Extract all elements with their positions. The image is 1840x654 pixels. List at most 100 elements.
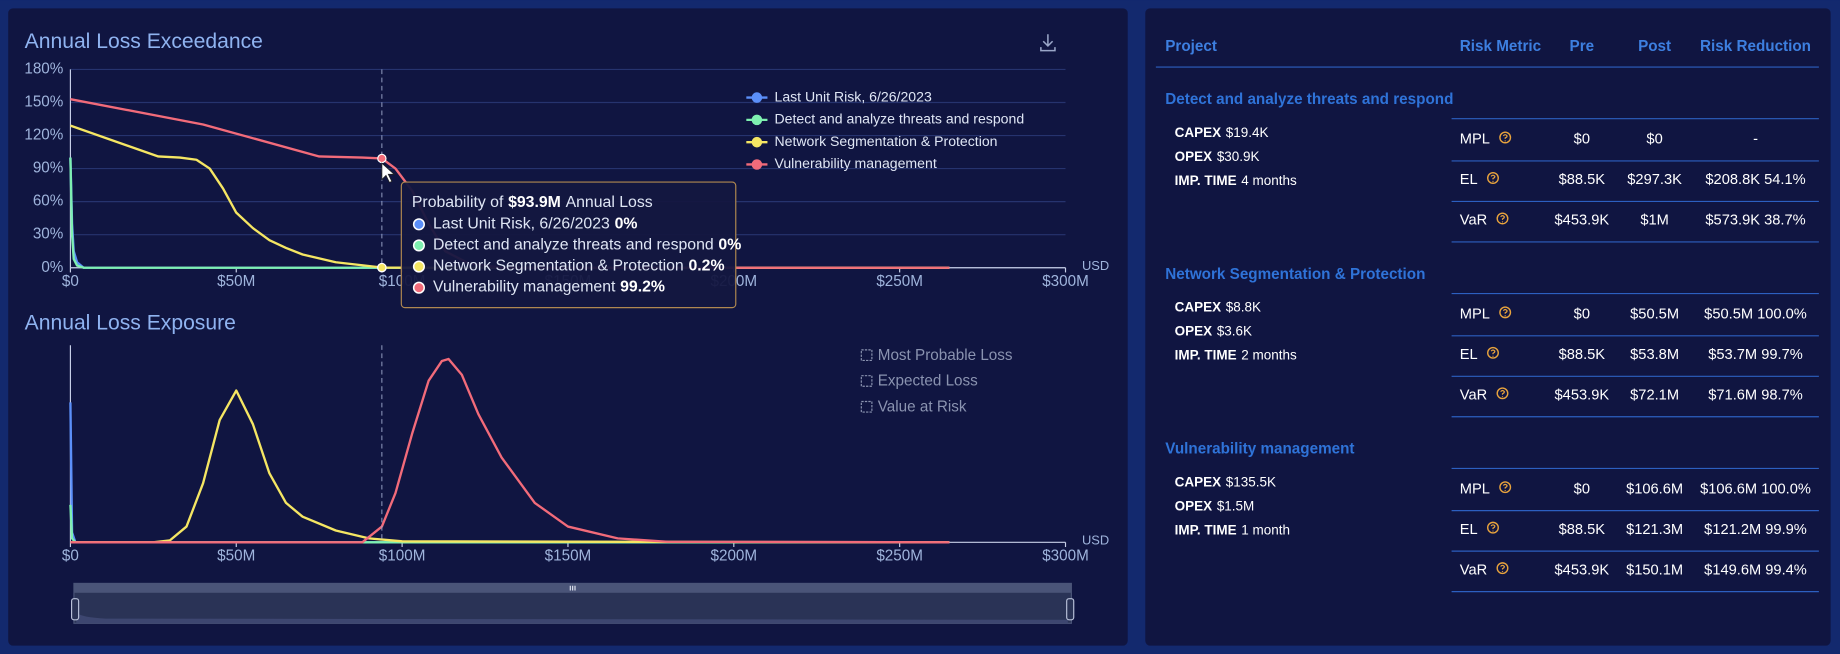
chart: Annual Loss Exceedance 0% 30% 60% 90% 120% 150… — [24, 30, 1109, 290]
detail-value: $3.6K — [1217, 323, 1252, 338]
project-detail: IMP. TIME 2 months — [1175, 347, 1297, 362]
y-tick-label: 60% — [33, 193, 64, 210]
table-cell: $121.3M — [1626, 522, 1683, 538]
chart-title: Annual Loss Exceedance — [25, 30, 263, 53]
x-unit: USD — [1082, 533, 1109, 548]
table-cell: MPL — [1460, 307, 1490, 323]
project-name: Detect and analyze threats and respond — [1165, 91, 1453, 108]
detail-label: OPEX — [1175, 323, 1212, 338]
legend-toggle[interactable]: Value at Risk — [860, 398, 967, 415]
project-detail: OPEX $3.6K — [1175, 323, 1252, 338]
toggle-label: Most Probable Loss — [878, 347, 1013, 364]
table-cell: VaR — [1460, 213, 1487, 229]
help-icon[interactable] — [1499, 131, 1512, 144]
tooltip-x: $93.9M — [508, 194, 561, 211]
table-cell: - — [1753, 132, 1758, 148]
series-line — [70, 124, 950, 269]
table-cell: $50.5M — [1630, 307, 1679, 323]
help-icon[interactable] — [1499, 481, 1512, 494]
legend-label: Detect and analyze threats and respond — [774, 111, 1024, 127]
detail-label: IMP. TIME — [1175, 347, 1237, 362]
tooltip-value: 0.2% — [688, 258, 724, 275]
toggle-icon — [860, 349, 873, 362]
tooltip-suffix: Annual Loss — [566, 194, 653, 211]
tooltip-dot — [412, 239, 425, 252]
table-cell: $149.6M 99.4% — [1704, 562, 1807, 578]
x-tick-label: $100M — [379, 547, 426, 564]
zoom-slider[interactable] — [70, 582, 1075, 624]
slider-preview — [76, 612, 1068, 624]
tooltip-name: Network Segmentation & Protection — [433, 258, 684, 275]
table-cell: $121.2M 99.9% — [1704, 522, 1807, 538]
tooltip-row: Last Unit Risk, 6/26/2023 0% — [433, 216, 637, 233]
project-detail: OPEX $30.9K — [1175, 148, 1260, 163]
x-tick-label: $50M — [217, 273, 255, 290]
table-cell: $53.8M — [1630, 347, 1679, 363]
help-icon[interactable] — [1496, 212, 1509, 225]
detail-value: 2 months — [1241, 347, 1297, 362]
download-icon[interactable] — [1040, 34, 1056, 52]
help-glyph — [1500, 564, 1505, 573]
legend-toggle[interactable]: Most Probable Loss — [860, 347, 1013, 364]
table-cell: $53.7M 99.7% — [1708, 347, 1803, 363]
x-tick-label: $0 — [62, 273, 79, 290]
help-icon[interactable] — [1499, 306, 1512, 319]
help-glyph — [1490, 174, 1496, 182]
help-icon[interactable] — [1496, 387, 1509, 400]
detail-label: CAPEX — [1175, 299, 1221, 314]
detail-value: $135.5K — [1226, 474, 1276, 489]
table-cell: $0 — [1574, 132, 1590, 148]
y-tick-label: 180% — [24, 60, 63, 77]
table-cell: $453.9K — [1555, 213, 1610, 229]
tooltip-title: Probability of $93.9M Annual Loss — [412, 194, 653, 211]
table-cell: $0 — [1574, 307, 1590, 323]
series-line — [70, 389, 950, 544]
y-tick-label: 150% — [24, 94, 63, 111]
detail-value: $1.5M — [1217, 498, 1254, 513]
detail-value: $19.4K — [1226, 124, 1269, 139]
tooltip-row: Vulnerability management 99.2% — [433, 279, 665, 296]
project-name: Network Segmentation & Protection — [1165, 266, 1425, 283]
x-tick-label: $300M — [1042, 273, 1089, 290]
help-icon[interactable] — [1496, 562, 1509, 575]
legend-toggle[interactable]: Expected Loss — [860, 373, 978, 390]
help-icon[interactable] — [1487, 521, 1499, 534]
x-tick-label: $150M — [545, 547, 592, 564]
legend-dot — [751, 114, 763, 126]
project-name: Vulnerability management — [1165, 441, 1354, 458]
tooltip-dot — [412, 281, 425, 294]
table-cell: MPL — [1460, 481, 1490, 497]
x-unit: USD — [1082, 258, 1109, 273]
tooltip-value: 0% — [615, 216, 638, 233]
slider-handle-right[interactable] — [1066, 598, 1075, 621]
legend-dot — [751, 92, 763, 103]
tooltip-row: Detect and analyze threats and respond 0% — [433, 237, 741, 254]
table-cell: $208.8K 54.1% — [1705, 172, 1805, 188]
help-glyph — [1502, 134, 1508, 142]
table-cell: $453.9K — [1555, 562, 1610, 578]
legend-dot — [751, 136, 763, 148]
tooltip-dot — [412, 218, 425, 231]
x-tick-label: $300M — [1042, 547, 1089, 564]
table-cell: $71.6M 98.7% — [1708, 388, 1803, 404]
tooltip-dot — [412, 260, 425, 273]
help-icon[interactable] — [1487, 346, 1499, 359]
tooltip-row: Network Segmentation & Protection 0.2% — [433, 258, 725, 275]
detail-label: IMP. TIME — [1175, 522, 1237, 537]
detail-value: 4 months — [1241, 172, 1297, 187]
project-detail: OPEX $1.5M — [1175, 498, 1255, 513]
toggle-icon — [860, 400, 873, 413]
help-icon[interactable] — [1487, 171, 1499, 184]
cursor — [381, 162, 396, 184]
slider-handle-left[interactable] — [70, 598, 80, 621]
detail-label: CAPEX — [1175, 124, 1221, 139]
table-cell: $150.1M — [1626, 562, 1683, 578]
table-cell: $453.9K — [1555, 388, 1610, 404]
help-glyph — [1500, 389, 1505, 398]
chart-panel — [8, 8, 1128, 646]
chart-title: Annual Loss Exposure — [25, 312, 236, 335]
hover-dot — [377, 262, 387, 273]
table-cell: $106.6M 100.0% — [1700, 481, 1811, 497]
